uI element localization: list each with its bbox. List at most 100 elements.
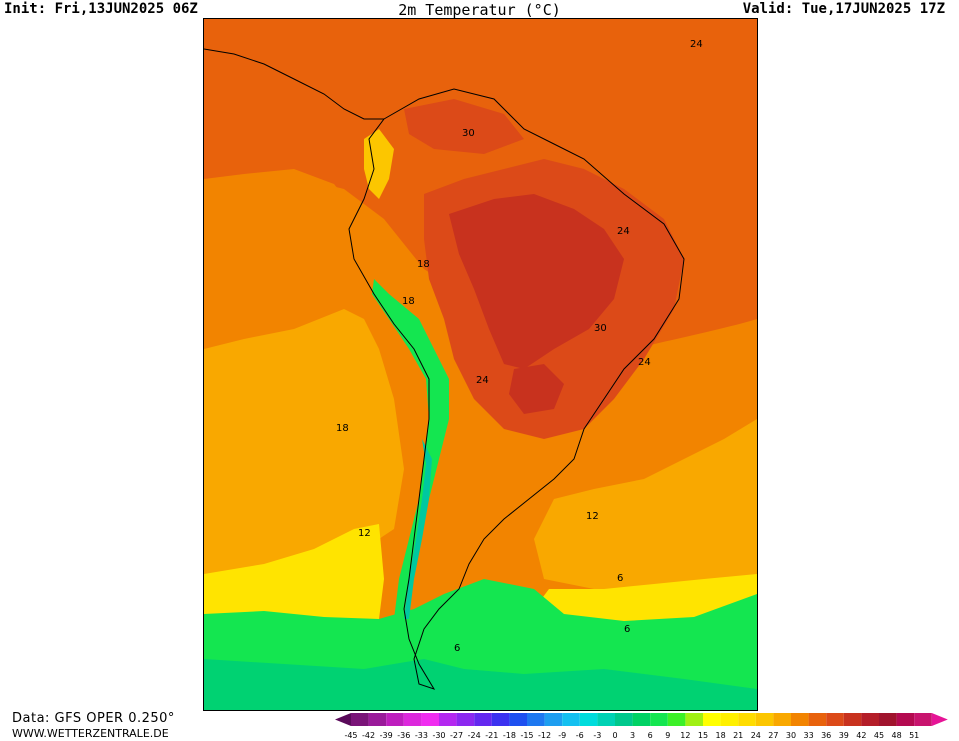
contour-label: 12 [358, 528, 371, 539]
legend-tick-label: -30 [432, 731, 445, 740]
legend-color-box [579, 713, 598, 726]
andes-ridge [372, 279, 449, 659]
legend-tick-label: -12 [538, 731, 551, 740]
legend-tick-label: -45 [344, 731, 357, 740]
legend-color-box [738, 713, 756, 726]
contour-label: 12 [586, 511, 599, 522]
legend-color-box [826, 713, 844, 726]
legend-color-box [421, 713, 439, 726]
legend-color-box [597, 713, 615, 726]
contour-label: 18 [402, 296, 415, 307]
valid-time: Valid: Tue,17JUN2025 17Z [742, 1, 945, 17]
legend-color-box [491, 713, 510, 726]
legend-tick-label: -39 [380, 731, 393, 740]
legend-color-box [720, 713, 739, 726]
legend-tick-label: 39 [839, 731, 849, 740]
legend-tick-label: 51 [909, 731, 919, 740]
legend-tick-label: 6 [648, 731, 653, 740]
legend-arrow-right [931, 713, 948, 726]
contour-label: 24 [617, 226, 630, 237]
legend-color-box [439, 713, 457, 726]
legend-color-box [667, 713, 686, 726]
legend-color-box [456, 713, 475, 726]
coastline-central-america [204, 48, 384, 120]
legend-tick-label: 45 [874, 731, 884, 740]
legend-tick-label: 9 [665, 731, 670, 740]
legend-tick-label: 42 [856, 731, 866, 740]
legend-tick-label: 33 [804, 731, 814, 740]
legend-color-box [386, 713, 404, 726]
andes-north [364, 129, 394, 199]
legend-tick-label: 21 [733, 731, 743, 740]
legend-color-box [632, 713, 651, 726]
legend-tick-label: 36 [821, 731, 831, 740]
legend-color-box [351, 713, 369, 726]
legend-tick-label: -21 [485, 731, 498, 740]
legend-tick-label: -18 [503, 731, 516, 740]
legend-color-box [685, 713, 703, 726]
legend-color-box [544, 713, 563, 726]
data-source: Data: GFS OPER 0.250° [12, 711, 175, 726]
contour-label: 18 [417, 259, 430, 270]
contour-label: 30 [594, 323, 607, 334]
band-21-west [204, 169, 354, 289]
legend-color-box [509, 713, 527, 726]
contour-label: 30 [462, 128, 475, 139]
legend-arrow-left [335, 713, 351, 726]
website: WWW.WETTERZENTRALE.DE [12, 727, 169, 740]
legend-color-box [527, 713, 545, 726]
band-30 [449, 194, 624, 369]
legend-color-box [773, 713, 791, 726]
legend-color-box [843, 713, 862, 726]
legend-tick-label: -9 [558, 731, 566, 740]
contour-label: 6 [454, 643, 460, 654]
legend-tick-label: 3 [630, 731, 635, 740]
legend-tick-label: 27 [768, 731, 778, 740]
legend-color-box [914, 713, 932, 726]
andes-core [404, 439, 432, 619]
temperature-map: 24 30 24 18 30 24 24 18 18 12 12 6 6 6 [203, 18, 758, 711]
legend-color-box [808, 713, 827, 726]
legend-tick-label: 15 [698, 731, 708, 740]
legend-color-box [791, 713, 809, 726]
legend-tick-label: -6 [576, 731, 584, 740]
legend-tick-label: 24 [751, 731, 761, 740]
contour-label: 6 [617, 573, 623, 584]
band-12 [204, 524, 384, 619]
legend-tick-label: 18 [716, 731, 726, 740]
band-30-south [509, 364, 564, 414]
legend-tick-label: 0 [612, 731, 617, 740]
legend-color-box [368, 713, 387, 726]
legend-tick-label: -42 [362, 731, 375, 740]
contour-label: 24 [690, 39, 703, 50]
legend-color-box [650, 713, 668, 726]
legend-tick-label: -3 [593, 731, 601, 740]
legend-color-box [562, 713, 580, 726]
legend-color-box [403, 713, 422, 726]
band-3 [204, 659, 757, 710]
legend-tick-label: 12 [680, 731, 690, 740]
legend-color-box [896, 713, 915, 726]
legend-color-box [474, 713, 492, 726]
legend-color-box [755, 713, 774, 726]
band-18 [204, 309, 404, 579]
legend-color-box [615, 713, 633, 726]
coastline-south-america [348, 88, 685, 690]
band-18-east [534, 419, 757, 589]
legend-tick-label: 48 [892, 731, 902, 740]
legend-tick-label: -33 [415, 731, 428, 740]
band-12-east [534, 574, 757, 624]
contour-label: 24 [638, 357, 651, 368]
map-title: 2m Temperatur (°C) [398, 1, 561, 19]
legend-color-box [879, 713, 897, 726]
band-27-north [404, 99, 524, 154]
contour-label: 18 [336, 423, 349, 434]
contour-label: 24 [476, 375, 489, 386]
legend-tick-label: 30 [786, 731, 796, 740]
contour-label: 6 [624, 624, 630, 635]
legend-color-box [861, 713, 879, 726]
color-legend: -45 -42 -39 -36 -33 -30 -27 -24 -21 -18 -15 -12 -9 -6… [335, 713, 948, 740]
legend-color-box [703, 713, 721, 726]
legend-tick-label: -36 [397, 731, 410, 740]
legend-tick-label: -15 [520, 731, 533, 740]
